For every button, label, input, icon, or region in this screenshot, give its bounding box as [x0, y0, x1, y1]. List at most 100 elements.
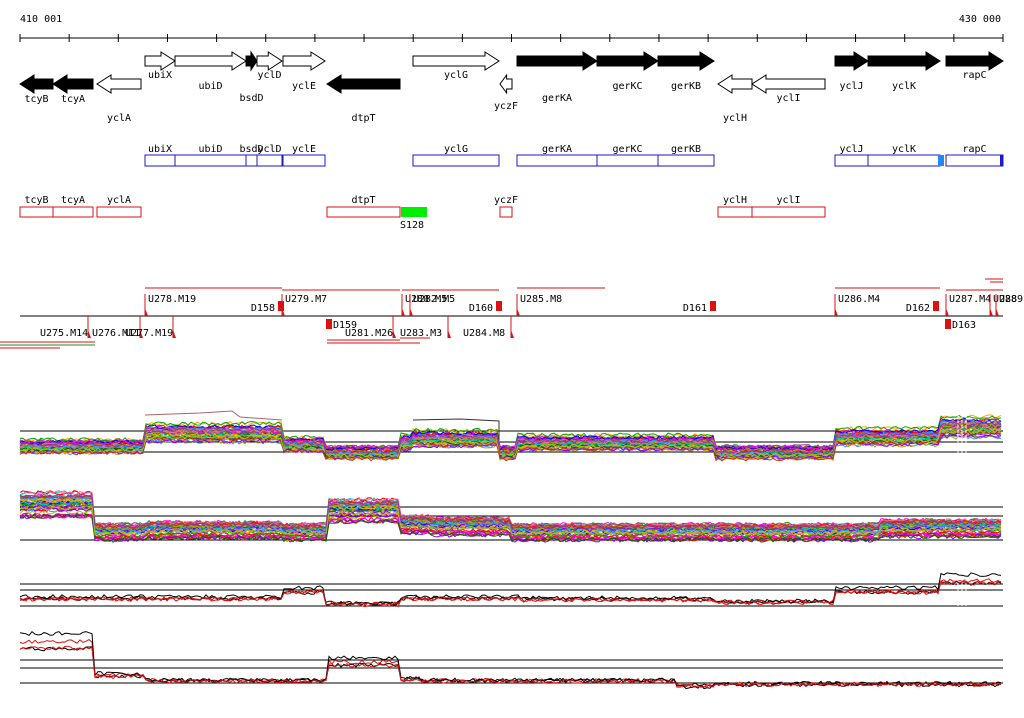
plus-box-gerKA[interactable]	[516, 154, 598, 167]
profile-line	[144, 410, 283, 421]
minus-box-label-yclI: yclI	[776, 195, 800, 206]
gene-arrow-yczF[interactable]	[499, 73, 513, 95]
profile-line	[19, 578, 1002, 608]
plus-box-rapC[interactable]	[945, 154, 1004, 167]
plus-box-yclE[interactable]	[282, 154, 326, 167]
down-marker-D160[interactable]	[496, 301, 502, 311]
down-label-D159: D159	[333, 320, 357, 331]
minus-box-yclA[interactable]	[96, 206, 142, 218]
gene-label-yclD: yclD	[257, 70, 281, 81]
gene-arrow-dtpT[interactable]	[326, 74, 401, 94]
minus-box-yczF[interactable]	[499, 206, 513, 218]
minus-box-yclH[interactable]	[717, 206, 753, 218]
gene-label-tcyA: tcyA	[61, 94, 85, 105]
minus-box-yclI[interactable]	[751, 206, 826, 218]
gene-label-yclA: yclA	[107, 113, 131, 124]
down-label-D158: D158	[251, 303, 275, 314]
plus-box-yclD[interactable]	[256, 154, 283, 167]
plus-box-yclK[interactable]	[867, 154, 941, 167]
plus-box-label-bsdD: bsdD	[239, 144, 263, 155]
profile-line	[19, 429, 1002, 458]
segment-label-U275.M14: U275.M14	[40, 328, 88, 339]
segment-label-U284.M8: U284.M8	[463, 328, 505, 339]
profile-panel-3	[19, 572, 1003, 608]
gene-label-yclE: yclE	[292, 81, 316, 92]
minus-box-label-yclH: yclH	[723, 195, 747, 206]
coord-end: 430 000	[959, 14, 1001, 25]
gene-label-bsdD: bsdD	[239, 93, 263, 104]
gene-arrow-gerKA[interactable]	[516, 51, 598, 71]
gene-label-gerKB: gerKB	[671, 81, 701, 92]
minus-strand-box-track: tcyB tcyA yclA dtpT yczF yclH yclI	[19, 195, 826, 218]
srna-s128-box[interactable]	[401, 207, 427, 217]
gene-label-yclK: yclK	[892, 81, 916, 92]
segment-label-U287.M4: U287.M4	[949, 294, 991, 305]
srna-s128-label: S128	[400, 220, 424, 231]
gene-arrow-yclK[interactable]	[867, 51, 941, 71]
segment-label-U280.M5: U280.M5	[405, 294, 447, 305]
gene-arrow-rapC[interactable]	[945, 51, 1004, 71]
expression-profiles	[19, 400, 1003, 690]
gene-arrow-yclE[interactable]	[282, 51, 326, 71]
gene-arrow-ubiX[interactable]	[144, 51, 176, 71]
profile-line	[19, 645, 1002, 688]
gene-arrow-yclJ[interactable]	[834, 51, 869, 71]
gene-arrow-tcyA[interactable]	[52, 74, 94, 94]
gene-label-ubiD: ubiD	[198, 81, 222, 92]
gene-label-dtpT: dtpT	[351, 113, 375, 124]
gene-label-yczF: yczF	[494, 101, 518, 112]
gene-arrow-yclI[interactable]	[751, 74, 826, 94]
gene-label-yclH: yclH	[723, 113, 747, 124]
plus-box-gerKB[interactable]	[657, 154, 715, 167]
gene-arrow-bsdD[interactable]	[245, 50, 258, 72]
plus-box-label-gerKC: gerKC	[612, 144, 642, 155]
plus-box-end-marker	[1000, 155, 1003, 166]
segment-label-U288: U288	[993, 294, 1017, 305]
gene-arrow-yclD[interactable]	[256, 51, 283, 71]
gene-arrow-gerKB[interactable]	[657, 51, 715, 71]
gene-arrow-yclG[interactable]	[412, 51, 500, 71]
profile-line	[19, 429, 1002, 462]
plus-box-ubiD[interactable]	[174, 154, 247, 167]
segment-marker	[140, 330, 143, 338]
plus-box-label-yclD: yclD	[257, 144, 281, 155]
gene-label-yclI: yclI	[776, 93, 800, 104]
down-marker-D161[interactable]	[710, 301, 716, 311]
down-marker-D163[interactable]	[945, 319, 951, 329]
down-marker-D162[interactable]	[933, 301, 939, 311]
segment-marker	[402, 308, 405, 316]
plus-box-gerKC[interactable]	[596, 154, 659, 167]
plus-box-label-yclJ: yclJ	[839, 144, 863, 155]
minus-box-tcyA[interactable]	[52, 206, 94, 218]
gene-label-ubiX: ubiX	[148, 70, 172, 81]
minus-box-label-yczF: yczF	[494, 195, 518, 206]
gene-arrow-tcyB[interactable]	[19, 74, 54, 94]
gene-arrow-gerKC[interactable]	[596, 51, 659, 71]
segment-label-U278.M19: U278.M19	[148, 294, 196, 305]
minus-box-tcyB[interactable]	[19, 206, 54, 218]
down-marker-D158[interactable]	[278, 301, 284, 311]
gene-arrow-yclA[interactable]	[96, 74, 142, 94]
plus-box-yclG[interactable]	[412, 154, 500, 167]
segment-marker	[511, 330, 514, 338]
minus-box-dtpT[interactable]	[326, 206, 401, 218]
plus-box-bsdD[interactable]	[245, 154, 258, 167]
profile-panel-4	[19, 630, 1003, 690]
segment-label-U285.M8: U285.M8	[520, 294, 562, 305]
gene-arrow-yclH[interactable]	[717, 74, 753, 94]
plus-box-label-ubiX: ubiX	[148, 144, 172, 155]
profile-line	[19, 495, 1002, 535]
plus-box-ubiX[interactable]	[144, 154, 176, 167]
profile-line	[19, 421, 1002, 455]
gene-label-gerKA: gerKA	[542, 93, 572, 104]
gene-arrow-ubiD[interactable]	[174, 51, 247, 71]
minus-box-label-yclA: yclA	[107, 195, 131, 206]
down-label-D163: D163	[952, 320, 976, 331]
segment-label-U281.M26: U281.M26	[345, 328, 393, 339]
down-marker-D159[interactable]	[326, 319, 332, 329]
plus-box-yclJ[interactable]	[834, 154, 869, 167]
gene-label-yclJ: yclJ	[839, 81, 863, 92]
